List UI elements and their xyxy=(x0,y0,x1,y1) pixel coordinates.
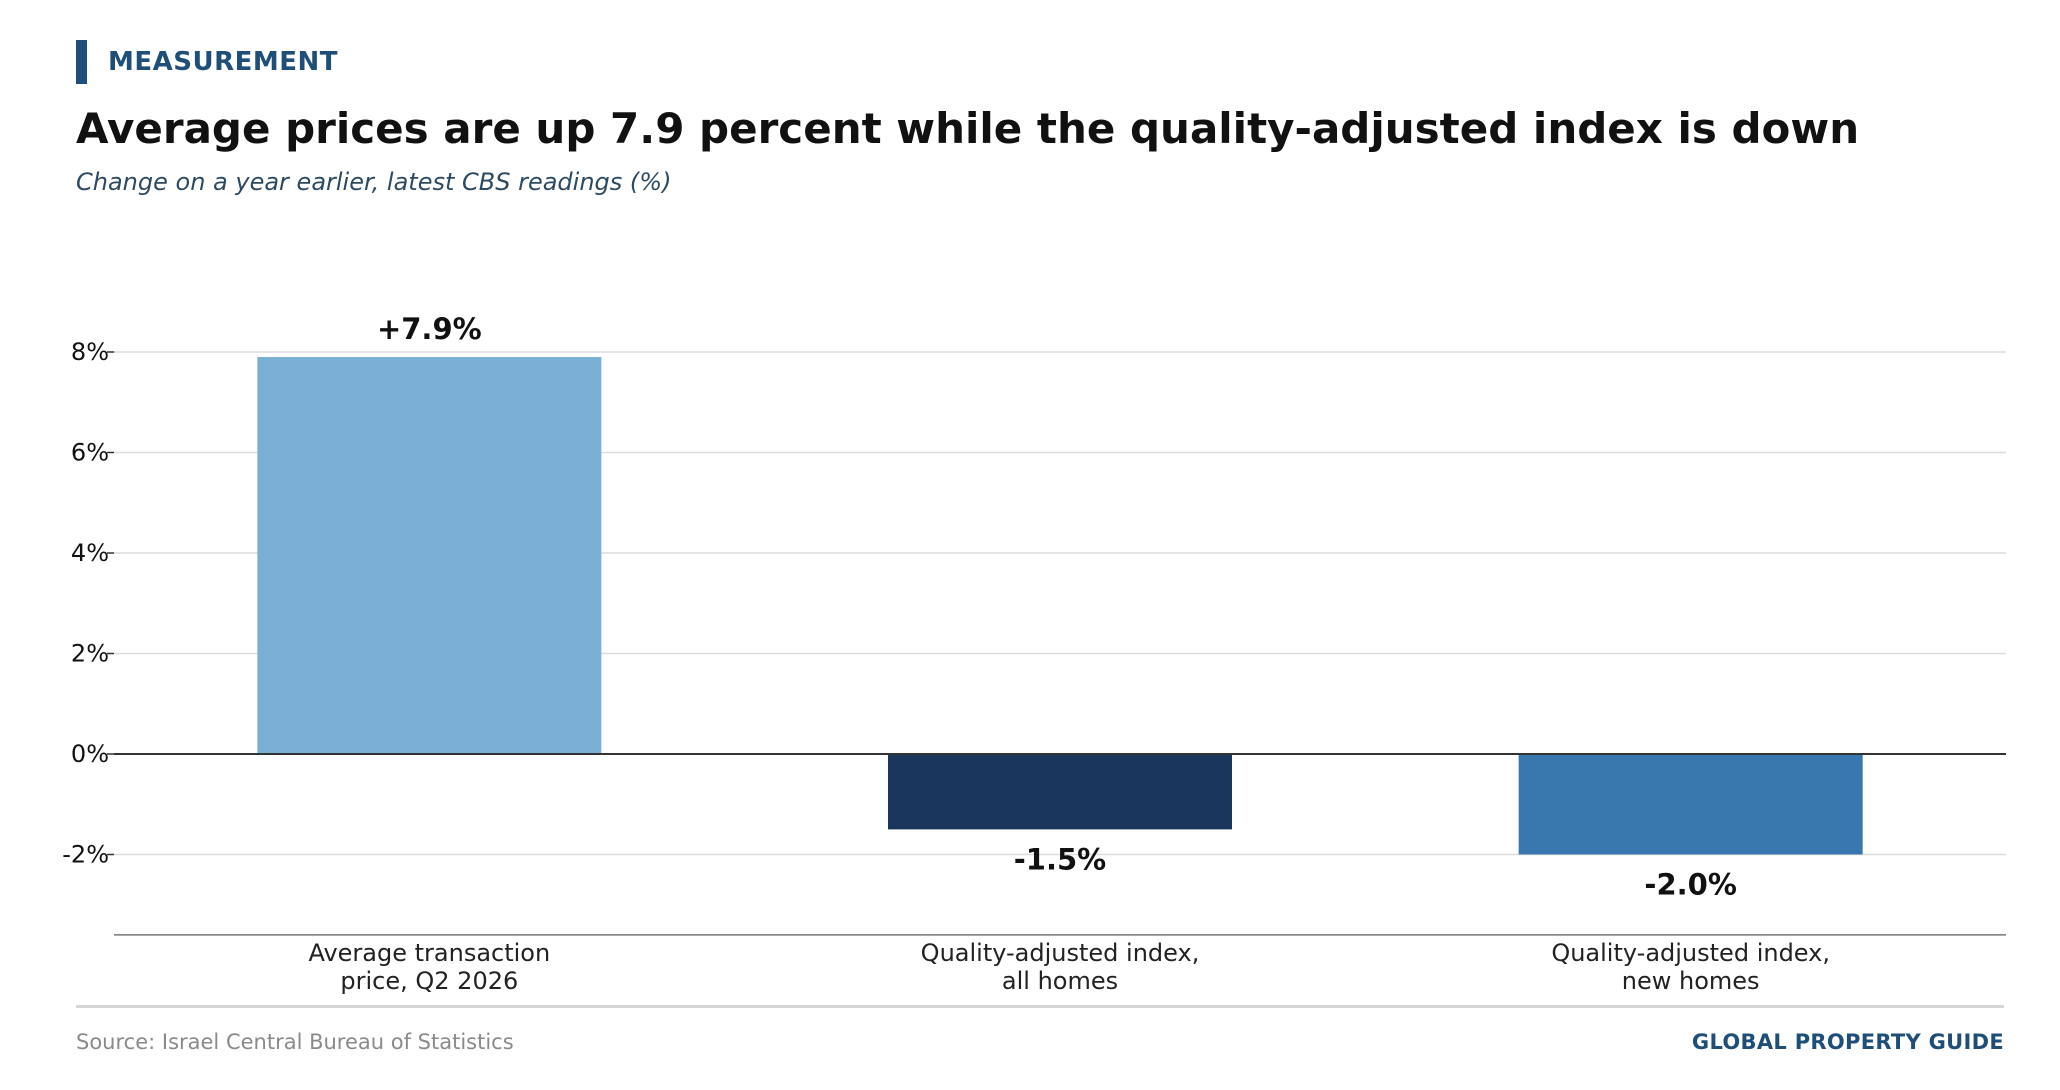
brand-logo-text: GLOBAL PROPERTY GUIDE xyxy=(1691,1030,2004,1054)
source-note: Source: Israel Central Bureau of Statist… xyxy=(76,1030,514,1054)
kicker-label: MEASUREMENT xyxy=(108,47,339,77)
x-category-label: price, Q2 2026 xyxy=(340,967,518,995)
data-labels: +7.9% -1.5% -2.0% xyxy=(377,312,1737,901)
chart-title: Average prices are up 7.9 percent while … xyxy=(76,104,1860,153)
data-label: -2.0% xyxy=(1644,868,1736,902)
chart-subtitle: Change on a year earlier, latest CBS rea… xyxy=(76,168,672,196)
y-tick-label: 0% xyxy=(71,740,109,768)
y-tick-label: 4% xyxy=(71,539,109,567)
bar-chart: -2% 0% 2% 4% 6% 8% +7.9% -1.5% -2.0% Average tr… xyxy=(62,312,2006,995)
bar xyxy=(257,357,602,754)
y-tick-label: -2% xyxy=(62,841,109,869)
bars xyxy=(257,357,1863,855)
footer-divider xyxy=(76,1005,2004,1008)
data-label: -1.5% xyxy=(1014,842,1106,876)
x-category-label: Quality-adjusted index, xyxy=(1551,939,1830,967)
y-tick-label: 2% xyxy=(71,640,109,668)
bar xyxy=(1518,754,1863,855)
y-tick-label: 8% xyxy=(71,338,109,366)
x-category-label: all homes xyxy=(1002,967,1118,995)
y-tick-label: 6% xyxy=(71,439,109,467)
x-category-label: new homes xyxy=(1622,967,1760,995)
kicker: MEASUREMENT xyxy=(76,40,338,84)
data-label: +7.9% xyxy=(377,312,482,346)
x-category-label: Quality-adjusted index, xyxy=(921,939,1200,967)
y-axis-ticks: -2% 0% 2% 4% 6% 8% xyxy=(62,338,114,869)
x-category-label: Average transaction xyxy=(308,939,550,967)
kicker-accent-bar xyxy=(76,40,87,84)
bar xyxy=(888,754,1232,830)
